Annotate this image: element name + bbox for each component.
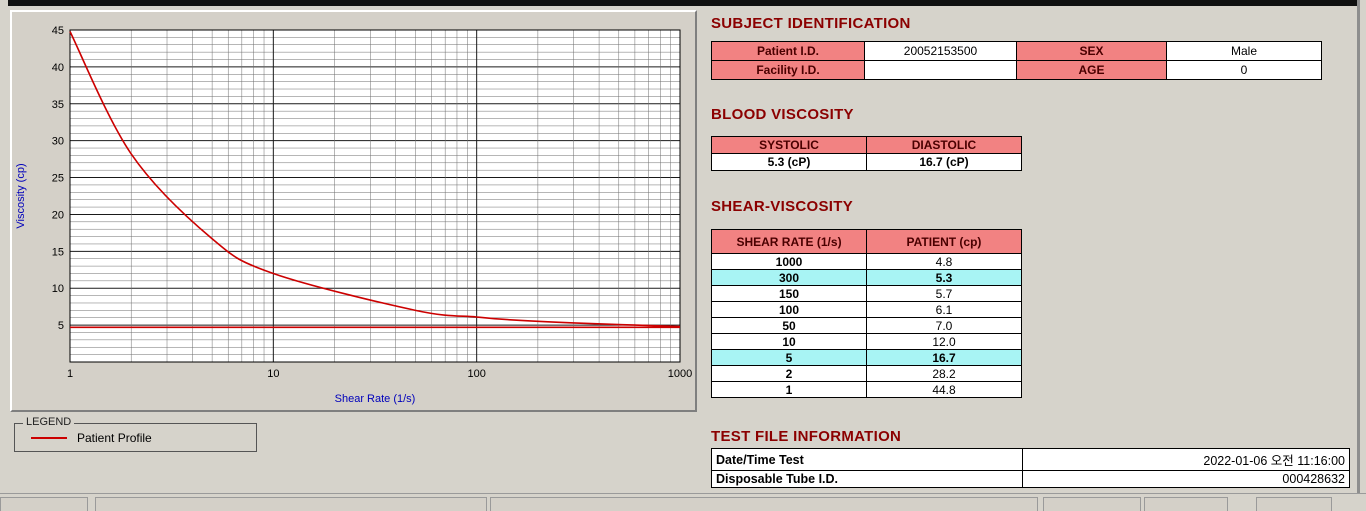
- svg-text:5: 5: [58, 320, 64, 332]
- shear-rate-cell: 300: [711, 269, 867, 286]
- svg-text:45: 45: [52, 25, 64, 37]
- patient-id-value: 20052153500: [864, 41, 1017, 61]
- shear-row[interactable]: 2 28.2: [711, 365, 1022, 382]
- shear-row[interactable]: 5 16.7: [711, 349, 1022, 366]
- patient-cp-cell: 4.8: [866, 253, 1022, 270]
- systolic-header: SYSTOLIC: [711, 136, 867, 154]
- legend-box: LEGEND Patient Profile: [14, 416, 257, 452]
- shear-row[interactable]: 150 5.7: [711, 285, 1022, 302]
- date-time-test-label: Date/Time Test: [711, 448, 1023, 471]
- age-value: 0: [1166, 60, 1322, 80]
- patient-cp-cell: 5.7: [866, 285, 1022, 302]
- top-window-strip: [8, 0, 1357, 6]
- svg-text:Viscosity (cp): Viscosity (cp): [15, 163, 27, 228]
- patient-cp-cell: 44.8: [866, 381, 1022, 398]
- shear-rate-cell: 1: [711, 381, 867, 398]
- shear-rate-cell: 1000: [711, 253, 867, 270]
- age-label: AGE: [1016, 60, 1167, 80]
- date-time-test-value: 2022-01-06 오전 11:16:00: [1022, 448, 1350, 471]
- svg-text:1: 1: [67, 368, 73, 380]
- disposable-tube-id-label: Disposable Tube I.D.: [711, 470, 1023, 488]
- bottom-bar-fragment[interactable]: [1256, 497, 1332, 511]
- shear-viscosity-heading: SHEAR-VISCOSITY: [711, 198, 854, 215]
- table-row: Disposable Tube I.D. 000428632: [711, 470, 1350, 488]
- patient-cp-cell: 16.7: [866, 349, 1022, 366]
- shear-rate-cell: 100: [711, 301, 867, 318]
- patient-cp-cell: 6.1: [866, 301, 1022, 318]
- systolic-value: 5.3 (cP): [711, 153, 867, 171]
- bottom-bar-fragment[interactable]: [490, 497, 1038, 511]
- legend-line-sample: [31, 437, 67, 439]
- bottom-bar-fragment[interactable]: [1144, 497, 1228, 511]
- table-row: Date/Time Test 2022-01-06 오전 11:16:00: [711, 448, 1350, 471]
- shear-rate-cell: 2: [711, 365, 867, 382]
- bottom-bar-fragment[interactable]: [0, 497, 88, 511]
- table-row: SYSTOLIC DIASTOLIC: [711, 136, 1022, 154]
- test-file-information-heading: TEST FILE INFORMATION: [711, 428, 902, 445]
- svg-text:30: 30: [52, 136, 64, 148]
- window-right-edge: [1357, 0, 1360, 508]
- table-header-row: SHEAR RATE (1/s) PATIENT (cp): [711, 229, 1022, 254]
- sex-value: Male: [1166, 41, 1322, 61]
- sex-label: SEX: [1016, 41, 1167, 61]
- shear-row[interactable]: 100 6.1: [711, 301, 1022, 318]
- diastolic-value: 16.7 (cP): [866, 153, 1022, 171]
- diastolic-header: DIASTOLIC: [866, 136, 1022, 154]
- patient-cp-cell: 28.2: [866, 365, 1022, 382]
- blood-viscosity-table: SYSTOLIC DIASTOLIC 5.3 (cP) 16.7 (cP): [711, 136, 1022, 171]
- facility-id-value: [864, 60, 1017, 80]
- shear-rate-cell: 5: [711, 349, 867, 366]
- shear-row[interactable]: 10 12.0: [711, 333, 1022, 350]
- patient-cp-cell: 12.0: [866, 333, 1022, 350]
- subject-identification-heading: SUBJECT IDENTIFICATION: [711, 15, 911, 32]
- patient-cp-cell: 5.3: [866, 269, 1022, 286]
- bottom-bar: [0, 493, 1366, 511]
- svg-text:1000: 1000: [668, 368, 692, 380]
- shear-row[interactable]: 300 5.3: [711, 269, 1022, 286]
- shear-row[interactable]: 50 7.0: [711, 317, 1022, 334]
- table-row: Patient I.D. 20052153500 SEX Male: [711, 41, 1322, 61]
- svg-text:10: 10: [52, 283, 64, 295]
- bottom-bar-fragment[interactable]: [95, 497, 487, 511]
- shear-rate-header: SHEAR RATE (1/s): [711, 229, 867, 254]
- shear-row[interactable]: 1000 4.8: [711, 253, 1022, 270]
- svg-text:35: 35: [52, 99, 64, 111]
- svg-text:10: 10: [267, 368, 279, 380]
- patient-cp-header: PATIENT (cp): [866, 229, 1022, 254]
- svg-text:15: 15: [52, 246, 64, 258]
- patient-cp-cell: 7.0: [866, 317, 1022, 334]
- svg-text:100: 100: [467, 368, 485, 380]
- svg-text:40: 40: [52, 62, 64, 74]
- table-row: Facility I.D. AGE 0: [711, 60, 1322, 80]
- shear-viscosity-table: SHEAR RATE (1/s) PATIENT (cp) 1000 4.8 300…: [711, 229, 1022, 398]
- viscosity-chart-svg: 5 10 15 20 25 30 35 40 45 1 10 100 1000 Shear Rate (1…: [15, 25, 692, 405]
- shear-table-body: 1000 4.8 300 5.3 150 5.7 100 6.1 50 7.0 10 12.0 5 16.…: [711, 253, 1022, 398]
- viscosity-chart-panel: 5 10 15 20 25 30 35 40 45 1 10 100 1000 Shear Rate (1…: [10, 10, 697, 412]
- shear-rate-cell: 50: [711, 317, 867, 334]
- svg-text:25: 25: [52, 173, 64, 185]
- blood-viscosity-heading: BLOOD VISCOSITY: [711, 106, 854, 123]
- legend-entry-label: Patient Profile: [77, 431, 152, 445]
- bottom-bar-fragment[interactable]: [1043, 497, 1141, 511]
- shear-row[interactable]: 1 44.8: [711, 381, 1022, 398]
- test-file-information-table: Date/Time Test 2022-01-06 오전 11:16:00 Di…: [711, 448, 1350, 488]
- table-row: 5.3 (cP) 16.7 (cP): [711, 153, 1022, 171]
- shear-rate-cell: 150: [711, 285, 867, 302]
- svg-text:20: 20: [52, 209, 64, 221]
- shear-rate-cell: 10: [711, 333, 867, 350]
- subject-identification-table: Patient I.D. 20052153500 SEX Male Facili…: [711, 41, 1322, 80]
- svg-text:Shear Rate (1/s): Shear Rate (1/s): [335, 393, 416, 405]
- legend-title: LEGEND: [23, 416, 75, 428]
- facility-id-label: Facility I.D.: [711, 60, 865, 80]
- patient-id-label: Patient I.D.: [711, 41, 865, 61]
- disposable-tube-id-value: 000428632: [1022, 470, 1350, 488]
